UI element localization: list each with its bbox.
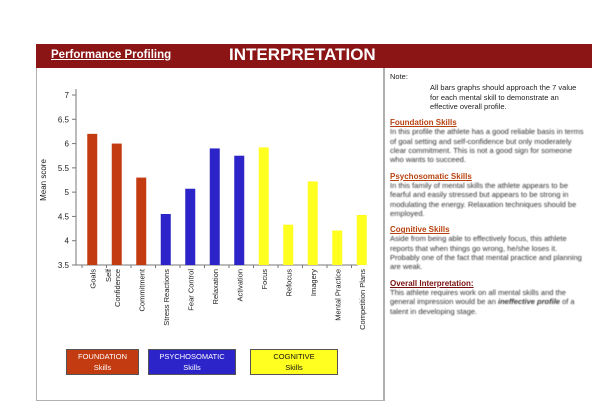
section-text-foundation: In this profile the athlete has a good r… [390, 127, 584, 165]
y-tick-label-2: 4.5 [58, 212, 70, 221]
bar-11 [356, 214, 367, 265]
legend-foundation-line2: Skills [93, 363, 112, 372]
header-title: INTERPRETATION [229, 45, 376, 64]
chart-panel [36, 68, 384, 401]
section-heading-overall: Overall Interpretation: [390, 278, 474, 288]
section-heading-cognitive: Cognitive Skills [390, 225, 450, 235]
section-heading-foundation: Foundation Skills [390, 118, 457, 128]
notes: Note: All bars graphs should approach th… [390, 72, 586, 316]
note-label: Note: [390, 72, 408, 81]
legend-foundation-line1: FOUNDATION [77, 352, 128, 361]
x-tick-label-4: Fear Control [186, 269, 195, 311]
x-tick-label-11: Competition Plans [358, 269, 367, 330]
header-subtitle: Performance Profiling [51, 49, 172, 61]
bar-6 [234, 155, 245, 265]
bar-2 [136, 177, 147, 265]
y-tick-label-5: 6 [65, 140, 70, 149]
x-tick-label-3: Stress Reactions [162, 269, 171, 326]
bar-9 [307, 181, 318, 265]
x-tick-label-5: Relaxation [211, 269, 220, 304]
bar-10 [332, 230, 343, 265]
notes-panel [384, 68, 592, 401]
legend-cognitive-line1: COGNITIVE [273, 352, 315, 361]
legend-psychosomatic: PSYCHOSOMATIC Skills [148, 349, 236, 375]
legend-psychosomatic-line1: PSYCHOSOMATIC [159, 352, 225, 361]
x-tick-label-8: Refocus [284, 269, 293, 297]
x-tick-label-9: Imagery [309, 269, 318, 296]
y-tick-label-4: 5.5 [58, 164, 70, 173]
y-axis-label: Mean score [39, 159, 48, 201]
bar-8 [283, 224, 294, 265]
bar-1 [111, 143, 122, 265]
legend-psychosomatic-line2: Skills [183, 363, 201, 372]
bar-5 [209, 148, 220, 265]
bar-0 [87, 133, 98, 265]
y-tick-label-0: 3.5 [58, 261, 70, 270]
bar-4 [185, 188, 196, 265]
y-tick-label-1: 4 [65, 237, 70, 246]
bar-chart: 3.5 4 4.5 5 5.5 6 6.5 7 Mean score Goals Self Confi… [39, 89, 367, 330]
section-heading-psychosomatic: Psychosomatic Skills [390, 171, 472, 181]
legend-foundation: FOUNDATION Skills [66, 349, 139, 375]
x-tick-label-2: Commitment [137, 268, 146, 311]
header-bar: Performance Profiling INTERPRETATION [36, 44, 592, 68]
overall-text-after: of a talent in developing stage. [390, 297, 575, 316]
section-text-cognitive: Aside from being able to effectively foc… [390, 234, 582, 272]
x-tick-label-1-0: Self [104, 268, 113, 282]
section-text-overall: This athlete requires work on all mental… [390, 288, 586, 316]
y-tick-label-6: 6.5 [58, 115, 70, 124]
x-tick-label-0: Goals [88, 269, 97, 289]
legend-cognitive: COGNITIVE Skills [250, 349, 338, 375]
note-text: All bars graphs should approach the 7 va… [430, 83, 577, 111]
bar-3 [160, 214, 171, 265]
x-tick-label-1-1: Confidence [113, 269, 122, 307]
y-tick-label-7: 7 [65, 91, 70, 100]
overall-text-before: This athlete requires work on all mental… [390, 287, 566, 307]
y-tick-label-3: 5 [65, 188, 70, 197]
legend-cognitive-line2: Skills [285, 363, 303, 372]
x-tick-label-10: Mental Practice [333, 269, 342, 321]
x-tick-label-7: Focus [260, 269, 269, 290]
x-tick-label-6: Activation [235, 269, 244, 302]
bar-7 [258, 147, 269, 265]
overall-text-emphasis: ineffective profile [498, 297, 560, 307]
section-text-psychosomatic: In this family of mental skills the athl… [390, 180, 577, 218]
